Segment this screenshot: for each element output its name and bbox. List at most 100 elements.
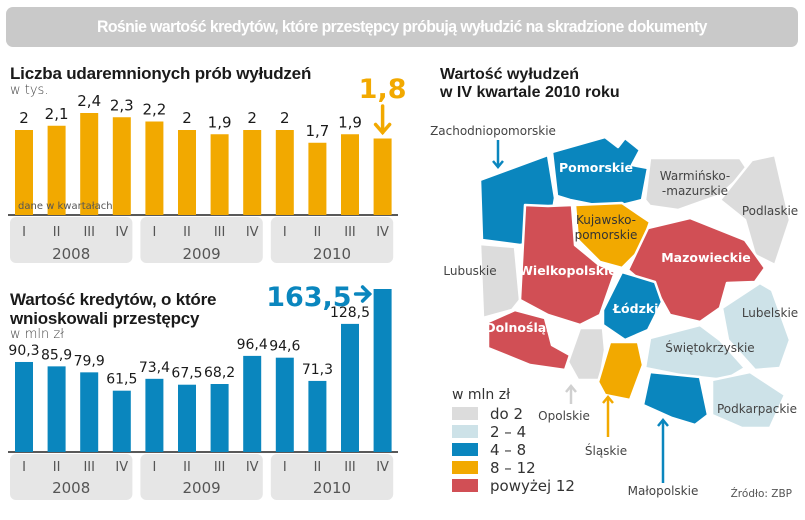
legend-label: 8 – 12 [490,459,536,477]
value-label: 2 [247,109,257,127]
value-label: 2 [19,109,29,127]
value-label: 68,2 [204,365,235,381]
pointer-arrow-icon [602,395,614,437]
region-label: Mazowieckie [661,250,751,265]
legend-swatch [452,407,478,420]
region-label: Zachodniopomorskie [430,124,556,138]
map-title-line1: Wartość wyłudzeń [440,66,579,83]
region-kujawsko-pomorskie [573,201,652,270]
quarter-tick-label: III [344,225,356,240]
header-title: Rośnie wartość kredytów, które przestępc… [97,17,708,36]
region-lubuskie [478,242,522,320]
value-label: 85,9 [41,347,72,363]
chart1-title: Liczba udaremnionych prób wyłudzeń [10,64,312,83]
region-label: Świętokrzyskie [665,340,754,355]
header-title-bar: Rośnie wartość kredytów, które przestępc… [6,7,798,47]
chart-note: dane w kwartałach [18,201,113,212]
bar [80,113,99,215]
quarter-tick-label: IV [376,460,389,475]
value-label: 61,5 [106,372,137,388]
region-label: Lubuskie [443,264,496,278]
map-title: Wartość wyłudzeń w IV kwartale 2010 roku [440,66,620,102]
value-label: 1,9 [208,113,232,131]
bar [275,357,294,452]
quarter-tick-label: II [183,460,191,475]
quarter-tick-label: I [152,225,156,240]
bar [178,384,196,452]
legend-item: do 2 [452,405,523,423]
region-małopolskie [641,370,710,427]
value-label: 2 [280,109,290,127]
quarter-tick-label: I [283,225,287,240]
bar [308,380,327,452]
map-labels: Pomorskie Warmińsko--mazurskie Podlaskie Ku… [430,124,798,498]
quarter-tick-label: III [344,460,356,475]
chart-2: 2008 2009 2010I90,3II85,9III79,9IV61,5I73,… [8,282,398,500]
pointer-arrow-icon [565,384,577,404]
bar [47,125,66,215]
bar [178,130,196,215]
arrow-down-icon [373,104,392,136]
legend-title: w mln zł [452,387,510,403]
legend-label: 2 – 4 [490,423,526,441]
quarter-tick-label: I [283,460,287,475]
year-group-bg [270,217,394,263]
region-label: Łódzkie [612,301,667,316]
arrow-head [373,122,392,136]
region-label: -mazurskie [662,184,728,198]
legend-item: 8 – 12 [452,459,536,477]
highlight-value-label: 1,8 [359,74,407,105]
chart-1: 2008 2009 2010I2II2,1III2,4IV2,3I2,2II2III… [8,74,407,263]
bar [80,372,99,452]
value-label: 2,4 [77,92,101,110]
region-label: Warmińsko- [660,169,730,183]
bar [243,355,262,452]
year-label: 2009 [183,245,221,263]
source-note: Źródło: ZBP [731,487,792,500]
quarter-tick-label: I [152,460,156,475]
bar [145,378,164,452]
bar [275,130,294,215]
legend-swatch [452,461,478,474]
region-label: Wielkopolskie [519,263,617,278]
legend-item: 2 – 4 [452,423,526,441]
year-label: 2009 [183,479,221,497]
chart1-subtitle: w tys. [10,83,49,98]
quarter-tick-label: II [314,460,322,475]
year-label: 2010 [313,245,351,263]
value-label: 71,3 [302,362,333,378]
region-label: Lubelskie [742,306,798,320]
region-łódzkie [601,270,664,342]
quarter-tick-label: IV [376,225,389,240]
bar [15,130,33,215]
year-group-bg [10,454,133,500]
quarter-tick-label: III [214,225,226,240]
year-label: 2008 [52,479,90,497]
quarter-tick-label: II [53,460,61,475]
legend-swatch [452,443,478,456]
value-label: 79,9 [74,353,105,369]
value-label: 2,3 [110,96,134,114]
bar [210,134,229,215]
bar [112,117,131,215]
arrow-right-icon [353,285,373,303]
legend-label: powyżej 12 [490,477,575,495]
value-label: 90,3 [8,343,39,359]
quarter-tick-label: III [83,225,95,240]
quarter-tick-label: IV [115,225,128,240]
year-group-bg [270,454,394,500]
value-label: 94,6 [269,339,300,355]
region-podkarpackie [710,370,787,430]
bar [145,121,164,215]
arrow-head [602,395,614,404]
quarter-tick-label: II [314,225,322,240]
pointer-arrow-icon [657,418,669,483]
chart2-subtitle: w mln zł [10,327,64,342]
chart2-title-line1: Wartość kredytów, o które [10,290,217,309]
region-label: Dolnośląskie [485,320,574,335]
value-label: 1,9 [338,113,362,131]
bar [373,138,392,215]
bar [243,130,262,215]
